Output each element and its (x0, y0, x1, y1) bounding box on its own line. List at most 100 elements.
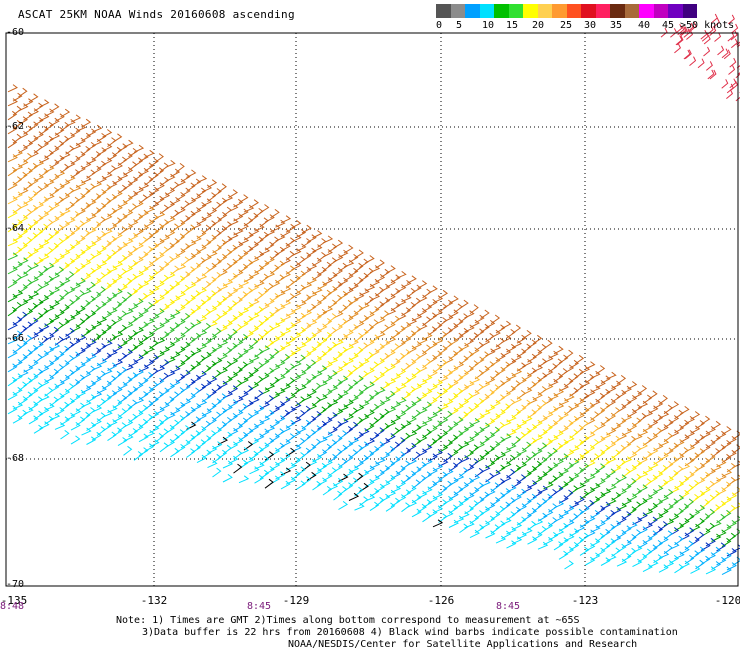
wind-barb (165, 215, 176, 224)
wind-barb (726, 476, 737, 487)
wind-barb (65, 286, 76, 295)
wind-barb (543, 451, 553, 462)
colorbar-segment (595, 4, 610, 18)
wind-barb (338, 430, 348, 440)
wind-barb (18, 354, 28, 364)
wind-barb (44, 374, 55, 383)
wind-barb (705, 439, 716, 449)
wind-barb (23, 152, 33, 163)
wind-barb (683, 28, 691, 38)
wind-barb (579, 532, 590, 542)
wind-barb (12, 330, 23, 340)
wind-barb (705, 61, 713, 71)
wind-barb (359, 441, 370, 451)
wind-barb (732, 474, 740, 483)
wind-barb (291, 457, 301, 467)
wind-barb (23, 364, 34, 373)
wind-barb (107, 207, 117, 218)
wind-barb (411, 424, 422, 434)
wind-barb (81, 161, 92, 170)
wind-barb (60, 416, 70, 426)
wind-barb (96, 231, 107, 241)
note-line-3: NOAA/NESDIS/Center for Satellite Applica… (288, 639, 638, 650)
wind-barb (259, 401, 270, 410)
wind-barb (417, 448, 428, 457)
wind-barb (548, 447, 558, 457)
wind-barb (432, 391, 443, 402)
colorbar-segment (682, 4, 697, 18)
wind-barb (12, 133, 22, 144)
wind-barb (453, 332, 464, 342)
wind-barb (243, 330, 254, 339)
wind-barb (354, 472, 364, 483)
wind-barb (338, 473, 349, 482)
wind-barb (233, 366, 243, 376)
wind-barb (149, 325, 159, 336)
wind-barb (690, 425, 701, 434)
wind-barb (642, 508, 654, 517)
wind-barb (117, 352, 128, 363)
wind-barb (175, 290, 186, 299)
wind-barb (648, 516, 658, 526)
wind-barb (317, 477, 328, 486)
wind-barb (102, 197, 112, 208)
wind-barb (490, 370, 500, 381)
wind-barb (12, 233, 23, 242)
wind-barb (180, 354, 191, 365)
wind-barb (406, 317, 418, 326)
wind-barb (595, 520, 606, 529)
wind-barb (23, 251, 33, 261)
wind-barb (7, 376, 18, 387)
wind-barb (238, 250, 249, 260)
wind-barb (380, 352, 390, 363)
wind-barb (291, 275, 301, 285)
wind-barb (590, 552, 601, 561)
wind-barb (511, 368, 523, 377)
wind-barb (595, 547, 606, 557)
wind-barb (427, 299, 438, 308)
wind-barb (23, 140, 34, 149)
wind-barb (112, 414, 123, 423)
wind-barb (390, 470, 401, 480)
wind-barb (611, 393, 621, 403)
wind-barb (354, 346, 364, 357)
wind-barb (123, 335, 134, 344)
wind-barb (81, 229, 91, 240)
wind-barb (401, 432, 411, 443)
wind-barb (228, 287, 239, 297)
wind-barb (564, 546, 574, 556)
wind-barb (453, 457, 464, 468)
wind-barb (201, 351, 212, 361)
wind-barb (648, 405, 659, 414)
wind-barb (96, 426, 106, 436)
wind-barb (660, 27, 668, 38)
wind-barb (354, 444, 364, 455)
wind-barb (12, 414, 23, 424)
wind-barb (254, 376, 264, 386)
wind-barb (102, 380, 112, 390)
wind-barb (474, 510, 485, 520)
wind-barb (18, 409, 28, 420)
wind-barb (721, 79, 729, 89)
wind-barb (537, 541, 549, 550)
wind-barb (474, 426, 485, 436)
wind-barb (711, 504, 721, 514)
wind-barb (411, 353, 422, 364)
wind-barb (222, 431, 233, 441)
wind-barb (7, 154, 18, 163)
wind-barb (285, 293, 296, 303)
wind-barb (285, 447, 296, 457)
wind-barb (312, 299, 323, 309)
wind-barb (291, 386, 301, 397)
wind-barb (296, 299, 307, 308)
wind-barb (553, 402, 565, 411)
wind-barb (333, 421, 343, 431)
wind-barb (180, 425, 191, 435)
wind-barb (616, 389, 627, 399)
wind-barb (49, 314, 60, 323)
wind-barb (348, 477, 359, 487)
wind-barb (522, 470, 532, 480)
wind-barb (333, 477, 344, 487)
wind-barb (201, 308, 212, 319)
wind-barb (364, 450, 375, 460)
